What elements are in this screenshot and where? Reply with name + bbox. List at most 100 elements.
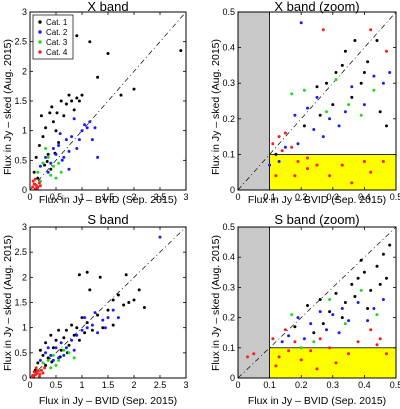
data-point bbox=[309, 349, 313, 353]
data-point bbox=[312, 128, 316, 131]
y-tick-label: 0 bbox=[230, 373, 235, 383]
data-point bbox=[280, 340, 284, 344]
identity-line bbox=[29, 11, 187, 191]
data-point bbox=[96, 155, 100, 159]
data-point bbox=[57, 328, 61, 332]
data-point bbox=[37, 144, 41, 147]
data-point bbox=[51, 147, 55, 150]
data-point bbox=[299, 346, 303, 350]
x-tick-label: 1.5 bbox=[102, 380, 115, 390]
data-point bbox=[38, 164, 42, 168]
y-tick-label: 3 bbox=[22, 7, 27, 17]
data-point bbox=[179, 49, 183, 53]
data-point bbox=[378, 337, 382, 341]
y-tick-label: 0.5 bbox=[222, 7, 235, 17]
data-point bbox=[356, 340, 360, 344]
data-point bbox=[98, 275, 102, 279]
data-point bbox=[54, 176, 58, 180]
y-tick-label: 0.5 bbox=[14, 348, 27, 358]
data-point bbox=[350, 95, 354, 99]
identity-line bbox=[237, 11, 397, 191]
data-point bbox=[372, 88, 376, 92]
y-tick-label: 0.3 bbox=[222, 78, 235, 88]
panel-title: S band (zoom) bbox=[274, 212, 359, 227]
data-point bbox=[127, 301, 131, 304]
data-point bbox=[372, 307, 376, 310]
data-point bbox=[59, 170, 63, 174]
data-point bbox=[328, 117, 332, 121]
data-point bbox=[72, 356, 76, 360]
data-point bbox=[62, 353, 66, 357]
y-tick-label: 0.1 bbox=[222, 149, 235, 159]
data-point bbox=[306, 304, 309, 307]
legend-marker bbox=[38, 30, 42, 34]
x-axis-label: Flux in Jy – BVID (Sep. 2015) bbox=[39, 395, 177, 407]
y-tick-label: 0.5 bbox=[14, 155, 27, 165]
data-point bbox=[83, 316, 87, 320]
y-axis-label: Flux in Jy – sked (Aug. 2015) bbox=[2, 235, 14, 371]
panel-title: X band bbox=[87, 0, 128, 14]
data-point bbox=[37, 375, 41, 378]
data-point bbox=[38, 358, 42, 362]
data-point bbox=[343, 110, 347, 114]
data-point bbox=[283, 328, 287, 332]
data-point bbox=[39, 368, 43, 372]
data-point bbox=[385, 49, 388, 53]
y-tick-label: 1.5 bbox=[14, 96, 27, 106]
data-point bbox=[70, 99, 74, 103]
data-point bbox=[83, 331, 87, 335]
data-point bbox=[36, 170, 40, 174]
data-point bbox=[67, 93, 71, 97]
data-point bbox=[271, 142, 275, 146]
data-point bbox=[77, 138, 81, 142]
data-point bbox=[85, 326, 89, 330]
data-point bbox=[347, 319, 351, 323]
data-point bbox=[287, 349, 291, 353]
data-point bbox=[111, 298, 115, 302]
y-tick-label: 1 bbox=[22, 323, 27, 333]
data-point bbox=[293, 340, 297, 344]
data-point bbox=[299, 358, 303, 362]
data-point bbox=[302, 88, 306, 92]
data-point bbox=[116, 316, 120, 320]
data-point bbox=[44, 155, 48, 159]
data-point bbox=[359, 258, 363, 262]
data-point bbox=[340, 63, 344, 67]
data-point bbox=[80, 328, 84, 332]
data-point bbox=[48, 111, 52, 115]
data-point bbox=[347, 103, 351, 107]
y-tick-label: 2.5 bbox=[14, 37, 27, 47]
data-point bbox=[362, 160, 366, 163]
data-point bbox=[350, 282, 354, 286]
data-point bbox=[362, 270, 366, 274]
data-point bbox=[274, 152, 278, 156]
data-point bbox=[274, 174, 278, 178]
y-tick-label: 0 bbox=[230, 185, 235, 195]
data-point bbox=[96, 313, 100, 317]
data-point bbox=[158, 235, 162, 239]
data-point bbox=[67, 149, 71, 153]
y-tick-label: 3 bbox=[22, 222, 27, 232]
data-point bbox=[54, 338, 58, 342]
data-point bbox=[32, 370, 36, 374]
data-point bbox=[350, 181, 354, 185]
data-point bbox=[106, 316, 110, 320]
data-point bbox=[375, 39, 379, 42]
data-point bbox=[72, 348, 76, 352]
data-point bbox=[59, 341, 63, 345]
data-point bbox=[337, 331, 341, 335]
data-point bbox=[88, 288, 92, 292]
x-axis-label: Flux in Jy – BVID (Sep. 2015) bbox=[248, 395, 386, 407]
data-point bbox=[34, 366, 38, 370]
x-tick-label: 1.5 bbox=[102, 192, 115, 202]
data-point bbox=[277, 160, 281, 163]
data-point bbox=[59, 99, 63, 103]
data-point bbox=[85, 321, 89, 325]
highlight-region bbox=[269, 153, 397, 191]
data-point bbox=[88, 120, 92, 124]
x-tick-label: 2 bbox=[131, 192, 136, 202]
data-point bbox=[36, 361, 40, 365]
plot-frame bbox=[237, 226, 397, 379]
